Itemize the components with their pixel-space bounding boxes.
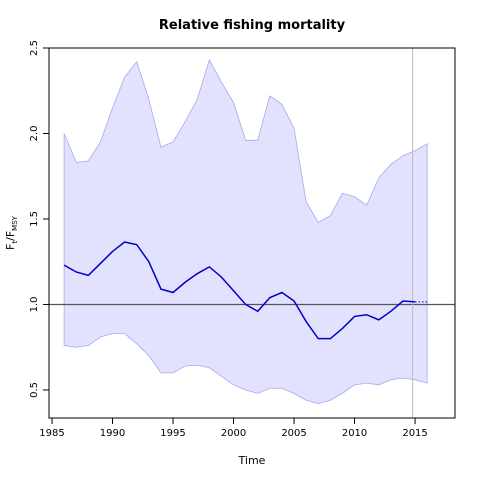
y-label-part: /F [4, 231, 17, 241]
x-tick-label: 2010 [342, 428, 367, 439]
x-tick-label: 1985 [39, 428, 64, 439]
y-tick-label: 2.5 [29, 40, 40, 56]
y-label-part: F [4, 244, 17, 250]
y-label-sub: MSY [11, 215, 19, 230]
y-label-sub: t [11, 241, 19, 244]
x-tick-label: 1990 [100, 428, 125, 439]
confidence-band [63, 58, 428, 405]
y-tick-label: 0.5 [29, 382, 40, 398]
chart-title: Relative fishing mortality [159, 18, 346, 33]
x-axis-label: Time [238, 454, 266, 467]
x-tick-label: 1995 [160, 428, 185, 439]
plot-frame [48, 47, 456, 419]
x-tick-label: 2005 [281, 428, 306, 439]
x-tick-label: 2000 [221, 428, 246, 439]
data-line [63, 241, 416, 340]
y-tick-label: 1.0 [29, 297, 40, 313]
y-tick-label: 1.5 [29, 211, 40, 227]
y-tick-label: 2.0 [29, 126, 40, 142]
x-tick-label: 2015 [402, 428, 427, 439]
y-axis-label: Ft/FMSY [4, 215, 19, 250]
